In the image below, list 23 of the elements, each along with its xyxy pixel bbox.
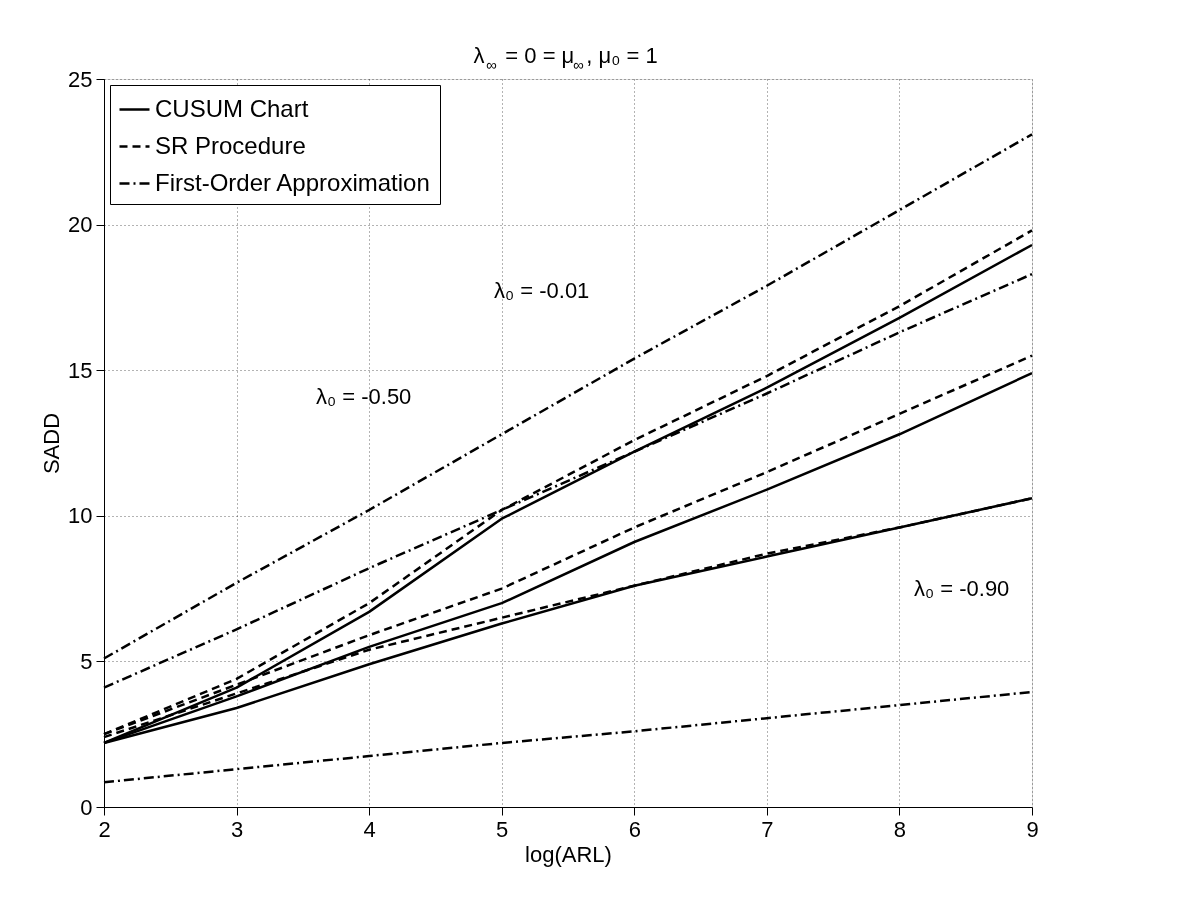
y-axis-title: SADD [39,412,65,475]
x-axis-title: log(ARL) [525,841,612,867]
y-tick-label: 10 [68,503,93,529]
x-tick-label: 8 [893,816,907,842]
x-tick-label: 6 [628,816,641,842]
annotation: λ₀ = -0.90 [914,576,1010,601]
x-tick-label: 3 [230,816,244,842]
legend-label: First-Order Approximation [155,168,430,196]
y-tick-label: 0 [80,794,93,820]
legend-label: SR Procedure [155,131,306,159]
legend-label: CUSUM Chart [155,94,309,122]
y-tick-label: 20 [68,212,93,238]
x-tick-label: 4 [363,816,376,842]
x-tick-label: 2 [98,816,111,842]
y-tick-label: 5 [80,648,93,674]
annotation: λ₀ = -0.50 [316,384,412,409]
annotation: λ₀ = -0.01 [494,278,590,303]
x-tick-label: 9 [1026,816,1039,842]
x-tick-label: 5 [496,816,509,842]
y-tick-label: 25 [68,66,93,92]
chart-title: λ∞ = 0 = μ∞, μ₀ = 1 [473,43,658,73]
y-tick-label: 15 [68,357,93,383]
x-tick-label: 7 [761,816,774,842]
